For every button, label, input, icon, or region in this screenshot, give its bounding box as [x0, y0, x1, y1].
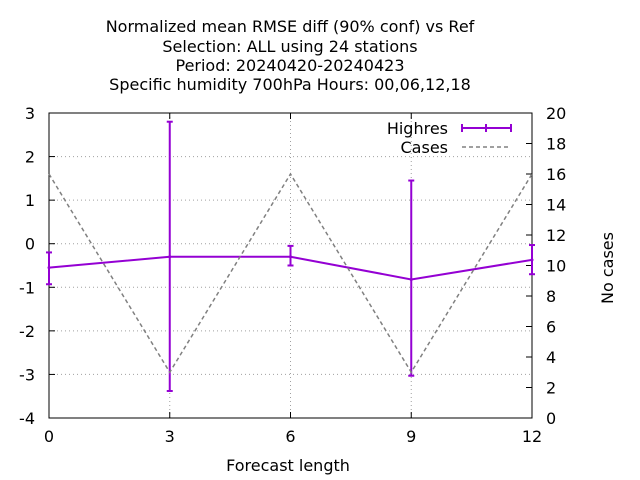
- plot-area: [46, 120, 535, 392]
- y-tick-label: -3: [19, 365, 35, 384]
- y2-tick-label: 8: [546, 287, 556, 306]
- y2-tick-label: 18: [546, 135, 566, 154]
- x-tick-label: 9: [406, 427, 416, 446]
- y-tick-label: 0: [25, 235, 35, 254]
- legend-label-highres: Highres: [387, 119, 448, 138]
- x-axis-title: Forecast length: [226, 456, 350, 475]
- data-point: [289, 255, 292, 259]
- y-tick-label: -2: [19, 322, 35, 341]
- x-tick-label: 6: [285, 427, 295, 446]
- y2-tick-label: 0: [546, 409, 556, 428]
- x-tick-label: 12: [522, 427, 542, 446]
- y2-axis-title: No cases: [598, 232, 617, 304]
- data-point: [168, 255, 172, 259]
- y-tick-label: -4: [19, 409, 35, 428]
- y-tick-label: -1: [19, 278, 35, 297]
- chart-title-line-3: Period: 20240420-20240423: [175, 56, 404, 75]
- chart-title-line-4: Specific humidity 700hPa Hours: 00,06,12…: [109, 75, 471, 94]
- y2-tick-label: 14: [546, 196, 566, 215]
- data-point: [47, 266, 51, 270]
- y2-tick-label: 10: [546, 257, 566, 276]
- y2-tick-label: 6: [546, 318, 556, 337]
- x-tick-label: 3: [165, 427, 175, 446]
- y2-tick-label: 2: [546, 379, 556, 398]
- y2-tick-label: 16: [546, 165, 566, 184]
- y-tick-label: 2: [25, 148, 35, 167]
- chart-title-line-1: Normalized mean RMSE diff (90% conf) vs …: [106, 17, 475, 36]
- y2-tick-label: 20: [546, 104, 566, 123]
- chart-title: Normalized mean RMSE diff (90% conf) vs …: [106, 17, 475, 94]
- y2-tick-label: 4: [546, 348, 556, 367]
- x-tick-label: 0: [44, 427, 54, 446]
- chart-title-line-2: Selection: ALL using 24 stations: [162, 37, 417, 56]
- data-point: [530, 258, 534, 262]
- data-point: [409, 277, 413, 281]
- legend-label-cases: Cases: [401, 138, 449, 157]
- y-tick-label: 1: [25, 191, 35, 210]
- y2-tick-label: 12: [546, 226, 566, 245]
- y-tick-label: 3: [25, 104, 35, 123]
- series-cases-line: [48, 172, 533, 374]
